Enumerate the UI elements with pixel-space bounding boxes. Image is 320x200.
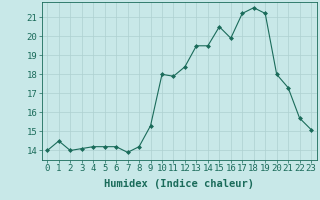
X-axis label: Humidex (Indice chaleur): Humidex (Indice chaleur) [104, 179, 254, 189]
